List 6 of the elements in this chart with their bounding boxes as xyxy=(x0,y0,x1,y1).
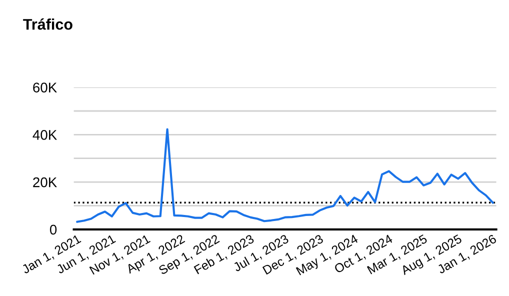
chart-title: Tráfico xyxy=(23,18,72,30)
y-tick-label: 60K xyxy=(33,82,57,92)
y-tick-label: 40K xyxy=(32,130,57,140)
line-series xyxy=(76,128,494,223)
y-tick-label: 20K xyxy=(33,177,57,188)
y-tick-label: 0 xyxy=(50,224,57,235)
